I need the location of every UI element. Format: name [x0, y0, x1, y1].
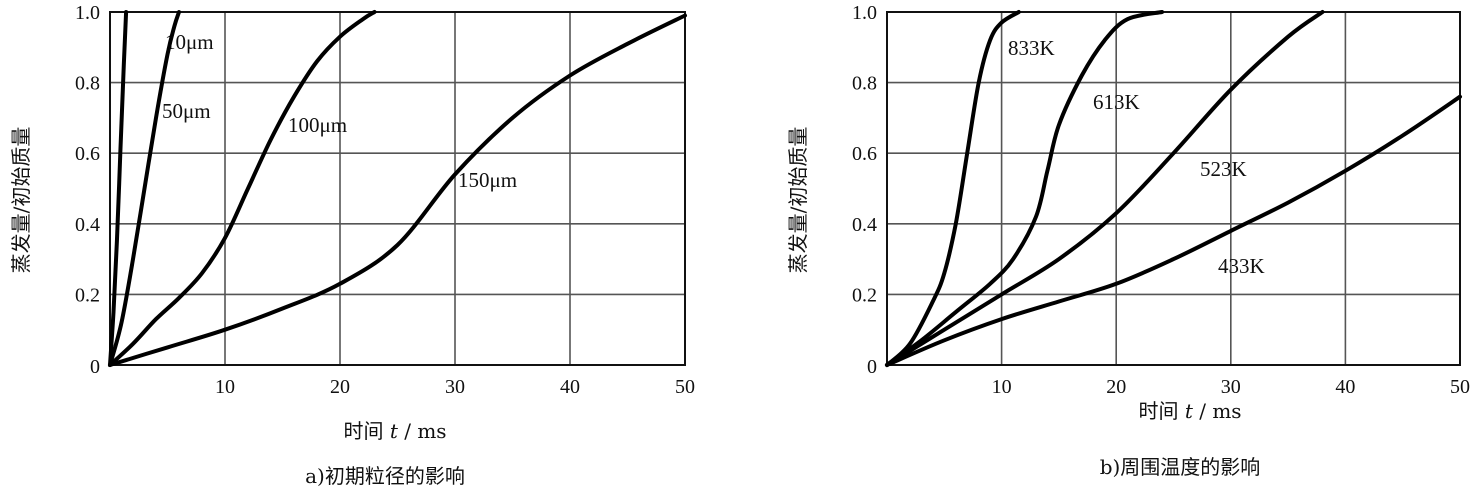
series-line-613K: [885, 10, 1164, 367]
y-axis-title: 蒸发量/初始质量: [9, 127, 33, 274]
y-tick-label: 0.8: [852, 73, 877, 95]
x-tick-label: 10: [992, 376, 1012, 398]
origin-tick-label: 0: [867, 356, 877, 378]
series-label: 50μm: [162, 99, 211, 123]
series-line-10μm: [108, 10, 129, 367]
y-tick-label: 0.6: [75, 143, 100, 165]
y-tick-label: 0.4: [852, 214, 877, 236]
series-label: 523K: [1200, 157, 1247, 181]
origin-tick-label: 0: [90, 356, 100, 378]
chart-panel-b: 0.2 0.4 0.6 0.8 1.0 0 10 20 30 40 50 833K 613K 523K 43…: [786, 2, 1470, 479]
y-tick-label: 0.8: [75, 73, 100, 95]
series-label: 150μm: [458, 168, 517, 192]
series-line-523K: [885, 10, 1325, 367]
x-axis-title: 时间 t / ms: [1138, 399, 1241, 423]
series-line-433K: [885, 94, 1462, 367]
x-tick-label: 40: [560, 376, 580, 398]
series-line-833K: [885, 10, 1021, 367]
y-tick-label: 0.2: [75, 284, 100, 306]
x-tick-label: 20: [1106, 376, 1126, 398]
plot-frame: [109, 11, 686, 366]
series-line-100μm: [108, 10, 377, 367]
x-tick-label: 40: [1335, 376, 1355, 398]
y-tick-label: 0.4: [75, 214, 100, 236]
y-axis-title: 蒸发量/初始质量: [786, 127, 810, 274]
series-label: 833K: [1008, 36, 1055, 60]
x-tick-label: 30: [445, 376, 465, 398]
series-label: 100μm: [288, 113, 347, 137]
y-tick-label: 1.0: [75, 2, 100, 24]
plot-frame: [886, 11, 1461, 366]
series-label: 613K: [1093, 90, 1140, 114]
y-tick-label: 0.2: [852, 284, 877, 306]
x-tick-label: 10: [215, 376, 235, 398]
x-tick-label: 50: [1450, 376, 1470, 398]
y-tick-label: 0.6: [852, 143, 877, 165]
series-line-50μm: [108, 10, 181, 367]
panel-caption: b)周围温度的影响: [1100, 455, 1261, 479]
x-tick-label: 30: [1221, 376, 1241, 398]
y-tick-label: 1.0: [852, 2, 877, 24]
x-tick-label: 20: [330, 376, 350, 398]
series-line-150μm: [108, 13, 687, 367]
x-axis-title: 时间 t / ms: [343, 419, 446, 443]
panel-caption: a)初期粒径的影响: [305, 464, 465, 488]
x-tick-label: 50: [675, 376, 695, 398]
series-label: 433K: [1218, 254, 1265, 278]
